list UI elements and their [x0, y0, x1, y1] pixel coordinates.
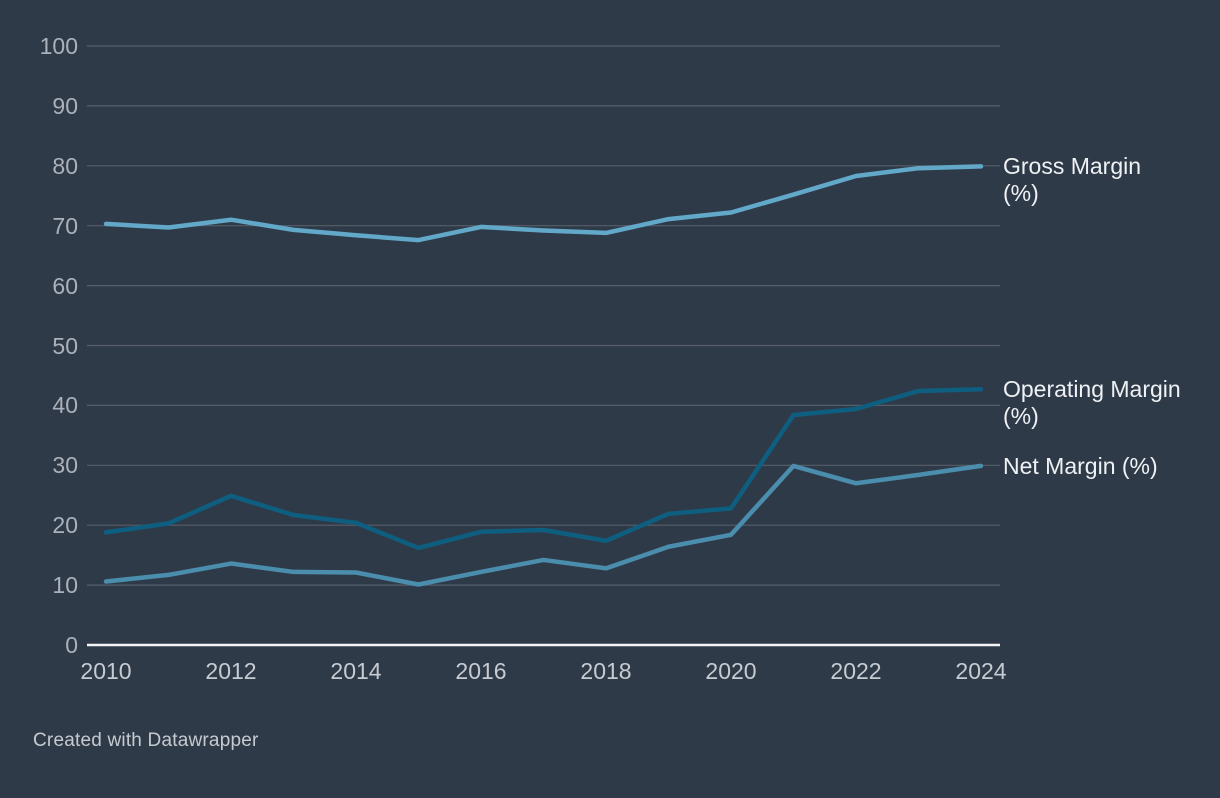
y-tick-label-0: 0	[65, 632, 78, 658]
series-label-net-margin: Net Margin (%)	[1003, 453, 1158, 480]
x-tick-label-2018: 2018	[580, 658, 632, 684]
series-label-line: Net Margin (%)	[1003, 452, 1158, 479]
x-tick-label-2016: 2016	[455, 658, 507, 684]
y-tick-label-90: 90	[52, 92, 78, 119]
x-tick-label-2014: 2014	[330, 658, 382, 684]
x-tick-label-2022: 2022	[830, 658, 882, 684]
x-tick-label-2010: 2010	[80, 658, 132, 684]
series-label-line: Gross Margin	[1003, 153, 1142, 180]
x-tick-label-2020: 2020	[705, 658, 757, 684]
y-tick-label-100: 100	[39, 33, 78, 59]
series-label-line: (%)	[1003, 403, 1039, 430]
y-tick-label-20: 20	[52, 512, 78, 539]
series-label-operating-margin: Operating Margin (%)	[1003, 376, 1181, 430]
y-tick-label-30: 30	[52, 452, 78, 479]
y-tick-label-70: 70	[52, 212, 78, 239]
x-tick-label-2024: 2024	[955, 658, 1007, 684]
series-label-line: (%)	[1003, 180, 1039, 207]
attribution-text: Created with Datawrapper	[33, 730, 259, 751]
series-label-line: Operating Margin	[1003, 376, 1181, 403]
series-line-net-margin	[103, 463, 984, 587]
y-tick-label-40: 40	[52, 392, 78, 419]
series-line-gross-margin	[103, 164, 984, 243]
series-line-operating-margin	[103, 386, 984, 551]
series-label-gross-margin: Gross Margin (%)	[1003, 153, 1141, 207]
y-tick-label-60: 60	[52, 272, 78, 299]
y-tick-label-80: 80	[52, 152, 78, 179]
y-tick-label-10: 10	[52, 572, 78, 599]
x-tick-label-2012: 2012	[205, 658, 257, 684]
y-tick-label-50: 50	[52, 332, 78, 359]
